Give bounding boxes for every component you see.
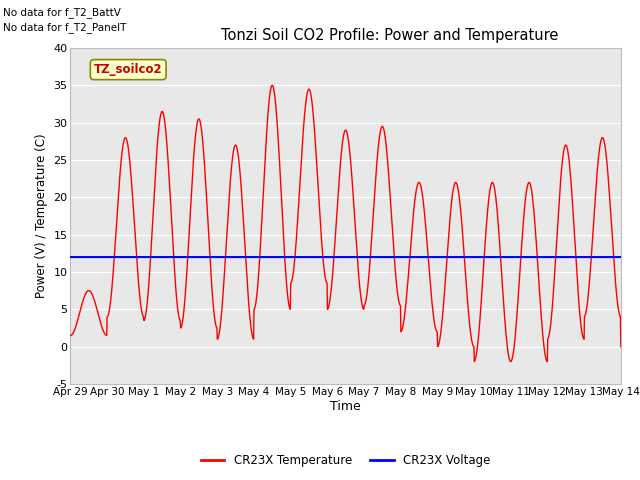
- Title: Tonzi Soil CO2 Profile: Power and Temperature: Tonzi Soil CO2 Profile: Power and Temper…: [221, 28, 558, 43]
- Text: TZ_soilco2: TZ_soilco2: [94, 63, 163, 76]
- Text: No data for f_T2_BattV: No data for f_T2_BattV: [3, 7, 121, 18]
- Y-axis label: Power (V) / Temperature (C): Power (V) / Temperature (C): [35, 134, 48, 298]
- Text: No data for f_T2_PanelT: No data for f_T2_PanelT: [3, 22, 127, 33]
- X-axis label: Time: Time: [330, 399, 361, 412]
- Legend: CR23X Temperature, CR23X Voltage: CR23X Temperature, CR23X Voltage: [196, 450, 495, 472]
